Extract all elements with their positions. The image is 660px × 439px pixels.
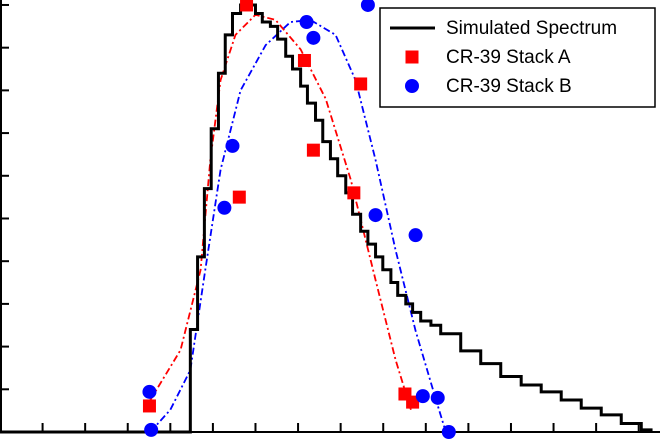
square-marker xyxy=(240,0,254,12)
square-marker xyxy=(297,53,311,67)
legend-label: CR-39 Stack A xyxy=(446,47,571,68)
circle-marker xyxy=(217,200,232,215)
square-marker xyxy=(354,77,368,91)
circle-marker xyxy=(441,425,456,439)
circle-marker xyxy=(430,390,445,405)
legend-label: Simulated Spectrum xyxy=(446,18,617,39)
square-marker xyxy=(306,143,320,157)
spectrum-line xyxy=(0,3,653,434)
square-marker xyxy=(347,186,361,200)
circle-marker xyxy=(368,208,383,223)
square-marker xyxy=(232,190,246,204)
circle-marker xyxy=(408,228,423,243)
legend-square xyxy=(405,50,419,64)
legend-label: CR-39 Stack B xyxy=(446,76,572,97)
circle-marker xyxy=(144,422,159,437)
circle-marker xyxy=(142,384,157,399)
circle-marker xyxy=(360,0,375,12)
square-marker xyxy=(406,395,420,409)
circle-marker xyxy=(299,15,314,30)
legend-circle xyxy=(405,79,419,93)
fit-curve xyxy=(149,13,412,411)
circle-marker xyxy=(306,30,321,45)
square-marker xyxy=(142,399,156,413)
circle-marker xyxy=(415,389,430,404)
circle-marker xyxy=(225,138,240,153)
legend-box xyxy=(379,7,656,108)
